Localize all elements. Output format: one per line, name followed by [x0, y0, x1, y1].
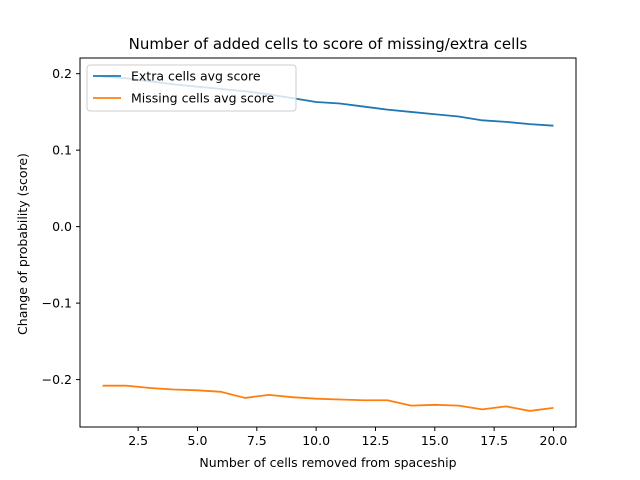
- y-tick-label: −0.2: [42, 372, 72, 387]
- x-tick-label: 15.0: [421, 433, 449, 448]
- plot-frame: [79, 57, 577, 428]
- plot-area: 2.5 5.0 7.5 10.0 12.5 15.0 17.5 20.0 0.2 0.1 0.0 −…: [42, 57, 577, 448]
- y-tick-label: 0.2: [52, 66, 72, 81]
- legend-label: Extra cells avg score: [131, 69, 261, 84]
- series-line-2: [102, 384, 554, 412]
- x-tick-label: 20.0: [540, 433, 568, 448]
- y-axis: 0.2 0.1 0.0 −0.1 −0.2: [42, 66, 80, 387]
- x-axis-label: Number of cells removed from spaceship: [199, 455, 456, 470]
- x-tick-label: 5.0: [188, 433, 208, 448]
- x-tick-label: 10.0: [302, 433, 330, 448]
- chart-title: Number of added cells to score of missin…: [129, 35, 528, 53]
- x-tick-label: 2.5: [128, 433, 148, 448]
- x-tick-label: 12.5: [362, 433, 390, 448]
- legend-label: Missing cells avg score: [131, 91, 274, 106]
- legend: Extra cells avg score Missing cells avg s…: [86, 64, 297, 112]
- y-tick-label: 0.0: [52, 219, 72, 234]
- legend-box: [86, 64, 297, 112]
- y-tick-label: 0.1: [52, 143, 72, 158]
- x-axis: 2.5 5.0 7.5 10.0 12.5 15.0 17.5 20.0: [128, 427, 567, 448]
- y-axis-label: Change of probability (score): [15, 153, 30, 335]
- x-tick-label: 7.5: [247, 433, 267, 448]
- x-tick-label: 17.5: [480, 433, 508, 448]
- y-tick-label: −0.1: [42, 296, 72, 311]
